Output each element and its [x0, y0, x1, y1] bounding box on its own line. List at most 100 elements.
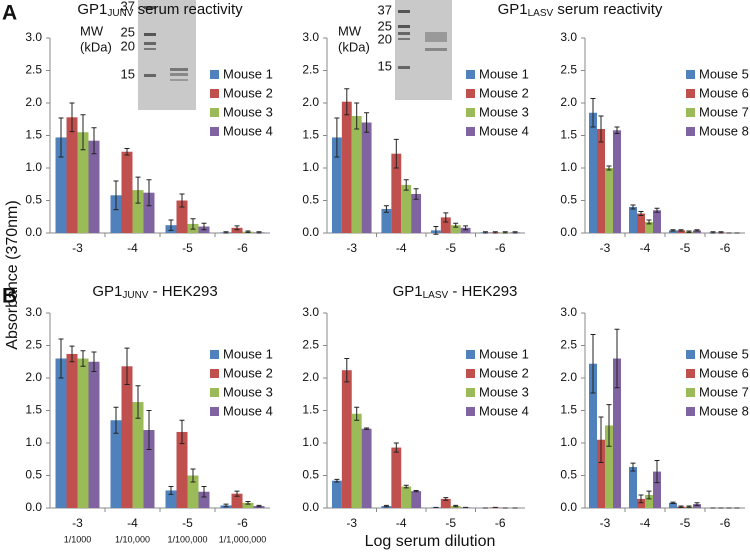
legend-swatch	[686, 388, 695, 397]
mw-label: MW	[80, 23, 104, 38]
bar	[165, 490, 177, 508]
y-tick-label: 1.0	[302, 160, 319, 174]
legend-swatch	[466, 369, 475, 378]
chart-title: GP1LASV - HEK293	[393, 283, 518, 301]
y-tick-label: 0.5	[560, 468, 577, 482]
bar	[460, 227, 471, 233]
chart-title: GP1JUNV - HEK293	[92, 283, 217, 301]
y-tick-label: 3.0	[560, 30, 577, 44]
error-bar	[598, 416, 604, 463]
legend-label: Mouse 5	[699, 66, 749, 81]
x-tick-label: -5	[680, 241, 691, 255]
bar	[605, 425, 613, 508]
error-bar	[344, 358, 350, 383]
bar	[637, 498, 645, 508]
x-tick-label: -5	[182, 241, 193, 255]
title-part: GP1	[393, 283, 423, 300]
title-part: - HEK293	[148, 283, 217, 300]
error-bar	[91, 127, 97, 155]
error-bar	[179, 193, 185, 208]
bar	[66, 117, 78, 233]
x-tick-label: -5	[182, 516, 193, 530]
title-part: JUNV	[107, 8, 133, 19]
y-tick-label: 0.5	[560, 193, 577, 207]
error-bar	[124, 347, 130, 385]
legend-label: Mouse 6	[699, 85, 749, 100]
bar	[597, 439, 605, 508]
error-bar	[393, 138, 399, 169]
error-bar	[334, 478, 340, 483]
y-tick-label: 3.0	[25, 30, 42, 44]
legend-label: Mouse 6	[699, 365, 749, 380]
legend-swatch	[466, 108, 475, 117]
title-part: GP1	[92, 283, 122, 300]
error-bar	[443, 497, 449, 501]
y-tick-label: 0.5	[25, 468, 42, 482]
y-axis-label: Absorbance (370nm)	[4, 200, 21, 349]
bar	[589, 363, 597, 508]
error-bar	[453, 504, 459, 508]
bar	[88, 140, 100, 233]
error-bar	[383, 504, 389, 508]
bar	[88, 361, 100, 508]
y-tick-label: 2.0	[302, 95, 319, 109]
legend-swatch	[686, 108, 695, 117]
title-part: serum reactivity	[133, 1, 243, 18]
y-tick-label: 1.0	[560, 435, 577, 449]
y-tick-label: 2.0	[560, 95, 577, 109]
title-part: - HEK293	[448, 283, 517, 300]
legend-label: Mouse 4	[479, 403, 529, 418]
error-bar	[168, 219, 174, 231]
legend-swatch	[210, 70, 219, 79]
error-bar	[113, 406, 119, 434]
error-bar	[606, 404, 612, 447]
legend-swatch	[686, 127, 695, 136]
error-bar	[69, 102, 75, 133]
x-tick-label: -3	[346, 241, 357, 255]
legend-label: Mouse 3	[479, 384, 529, 399]
legend-label: Mouse 7	[699, 384, 749, 399]
y-tick-label: 1.5	[560, 403, 577, 417]
error-bar	[492, 231, 498, 234]
legend-swatch	[210, 108, 219, 117]
error-bar	[364, 427, 370, 430]
error-bar	[630, 204, 636, 210]
legend-swatch	[686, 369, 695, 378]
bar	[653, 471, 661, 508]
error-bar	[463, 225, 469, 231]
error-bar	[678, 229, 684, 232]
dilution-label: 1/100,000	[167, 534, 207, 544]
error-bar	[512, 231, 518, 234]
title-part: GP1	[498, 1, 528, 18]
x-tick-label: -6	[495, 516, 506, 530]
error-bar	[190, 468, 196, 483]
bar	[198, 491, 210, 508]
bar	[143, 192, 155, 233]
mw-marker: 25	[378, 18, 392, 33]
bar	[351, 116, 362, 233]
error-bar	[146, 179, 152, 207]
error-bar	[686, 230, 692, 233]
bar	[677, 230, 685, 233]
bar	[331, 137, 342, 233]
x-tick-label: -5	[445, 516, 456, 530]
error-bar	[590, 333, 596, 394]
bar	[645, 221, 653, 233]
error-bar	[234, 225, 240, 231]
bar	[110, 420, 122, 508]
legend-label: Mouse 1	[223, 346, 273, 361]
x-tick-label: -4	[640, 241, 651, 255]
error-bar	[256, 231, 262, 234]
legend-label: Mouse 8	[699, 123, 749, 138]
error-bar	[413, 489, 419, 493]
error-bar	[646, 490, 652, 500]
legend-swatch	[466, 89, 475, 98]
y-tick-label: 1.5	[302, 403, 319, 417]
error-bar	[403, 484, 409, 489]
legend-swatch	[466, 127, 475, 136]
error-bar	[638, 494, 644, 504]
bar	[613, 358, 621, 508]
legend-swatch	[210, 407, 219, 416]
legend-label: Mouse 3	[223, 104, 273, 119]
